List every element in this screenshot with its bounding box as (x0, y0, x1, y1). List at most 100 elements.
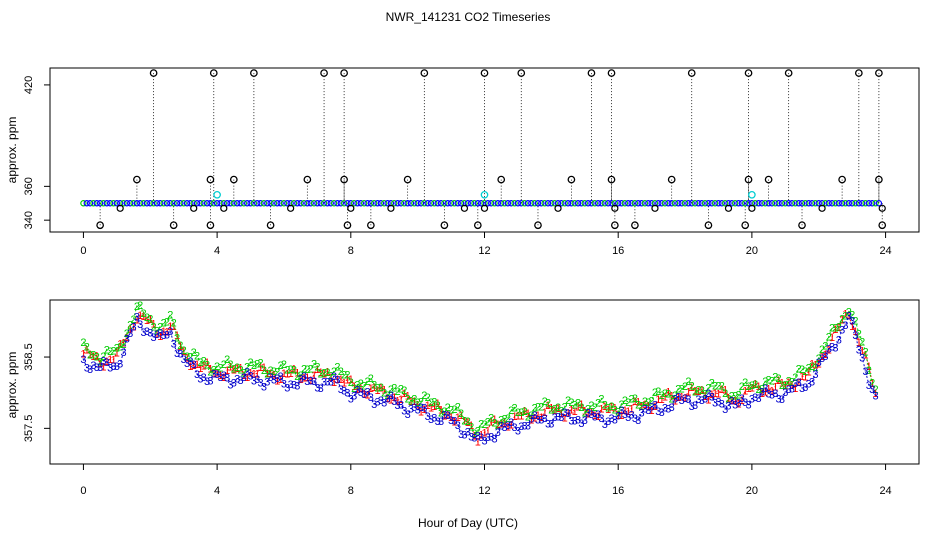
series-point-3: 3 (441, 410, 447, 422)
series-point-1: 1 (167, 321, 173, 333)
sample-point (237, 200, 244, 207)
sample-point (765, 200, 772, 207)
sample-point (147, 200, 154, 207)
series-point-1: 1 (592, 410, 598, 422)
series-point-1: 1 (699, 385, 705, 397)
series-point-2: 2 (548, 404, 554, 416)
series-point-3: 3 (752, 392, 758, 404)
series-point-3: 3 (374, 396, 380, 408)
series-point-3: 3 (351, 391, 357, 403)
series-point-1: 1 (371, 382, 377, 394)
series-point-1: 1 (308, 375, 314, 387)
series-point-2: 2 (642, 396, 648, 408)
series-point-3: 3 (849, 316, 855, 328)
series-point-1: 1 (258, 362, 264, 374)
series-point-1: 1 (84, 344, 90, 356)
series-point-2: 2 (812, 362, 818, 374)
series-point-1: 1 (679, 391, 685, 403)
sample-point (354, 200, 361, 207)
series-point-3: 3 (719, 399, 725, 411)
sample-point (869, 200, 876, 207)
series-point-3: 3 (859, 353, 865, 365)
series-point-3: 3 (264, 376, 270, 388)
series-point-2: 2 (421, 390, 427, 402)
sample-point (93, 200, 100, 207)
series-point-1: 1 (221, 372, 227, 384)
series-point-3: 3 (251, 375, 257, 387)
series-point-1: 1 (141, 311, 147, 323)
sample-point (815, 200, 822, 207)
series-point-3: 3 (856, 344, 862, 356)
sample-point (367, 200, 375, 207)
series-point-3: 3 (639, 408, 645, 420)
series-point-2: 2 (692, 386, 698, 398)
sample-point (477, 200, 485, 207)
series-point-1: 1 (324, 367, 330, 379)
dip-point (724, 204, 733, 212)
series-point-1: 1 (328, 372, 334, 384)
sample-point (284, 200, 291, 207)
series-point-1: 1 (461, 416, 467, 428)
series-point-2: 2 (766, 375, 772, 387)
series-point-2: 2 (679, 383, 685, 395)
series-point-3: 3 (358, 387, 364, 399)
series-point-2: 2 (625, 397, 631, 409)
series-point-2: 2 (211, 364, 217, 376)
sample-point (193, 200, 201, 207)
series-point-2: 2 (465, 416, 471, 428)
outlier-point-mid (667, 175, 676, 184)
series-point-2: 2 (572, 399, 578, 411)
series-point-1: 1 (110, 354, 116, 366)
sample-point (768, 200, 776, 207)
sample-point (243, 200, 251, 207)
series-point-2: 2 (130, 314, 136, 326)
series-point-3: 3 (592, 411, 598, 423)
series-point-1: 1 (578, 399, 584, 411)
sample-point (267, 200, 274, 207)
series-point-1: 1 (501, 417, 507, 429)
series-point-2: 2 (712, 380, 718, 392)
series-point-1: 1 (605, 404, 611, 416)
series-point-2: 2 (862, 347, 868, 359)
series-point-2: 2 (792, 372, 798, 384)
outlier-point-low (169, 221, 178, 230)
series-point-3: 3 (792, 378, 798, 390)
series-point-2: 2 (364, 376, 370, 388)
series-point-1: 1 (852, 326, 858, 338)
series-point-3: 3 (682, 393, 688, 405)
series-point-2: 2 (488, 413, 494, 425)
series-point-3: 3 (685, 394, 691, 406)
series-point-1: 1 (164, 326, 170, 338)
sample-point (705, 200, 712, 207)
series-point-3: 3 (268, 372, 274, 384)
series-point-2: 2 (655, 386, 661, 398)
series-point-1: 1 (201, 361, 207, 373)
sample-point (498, 200, 505, 207)
sample-point (200, 200, 207, 207)
series-point-1: 1 (749, 383, 755, 395)
sample-point (665, 200, 672, 207)
series-point-1: 1 (281, 368, 287, 380)
series-point-1: 1 (458, 410, 464, 422)
series-point-3: 3 (628, 410, 634, 422)
series-point-2: 2 (802, 366, 808, 378)
series-point-3: 3 (822, 351, 828, 363)
sample-point (701, 200, 709, 207)
series-point-1: 1 (712, 388, 718, 400)
series-point-3: 3 (304, 376, 310, 388)
series-point-3: 3 (846, 311, 852, 323)
series-point-3: 3 (425, 411, 431, 423)
series-point-3: 3 (385, 393, 391, 405)
top-panel: approx. ppm 340 360 420 0 4 8 12 16 20 24 (5, 67, 920, 257)
outlier-point-high (784, 69, 793, 77)
series-point-2: 2 (809, 361, 815, 373)
sample-point (548, 200, 555, 207)
series-point-1: 1 (822, 349, 828, 361)
series-point-1: 1 (374, 385, 380, 397)
sample-point (504, 200, 512, 207)
sample-point (167, 200, 174, 207)
sample-point (514, 200, 522, 207)
sample-point (658, 200, 665, 207)
series-point-3: 3 (84, 363, 90, 375)
series-point-2: 2 (204, 359, 210, 371)
